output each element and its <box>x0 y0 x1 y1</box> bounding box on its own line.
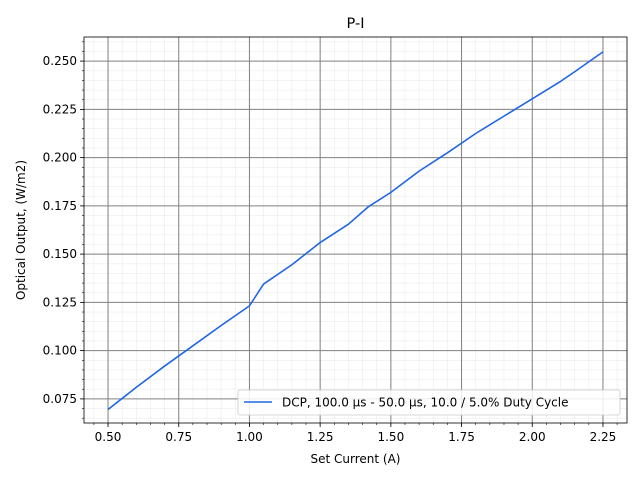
y-tick-label: 0.200 <box>43 151 77 165</box>
legend-label: DCP, 100.0 µs - 50.0 µs, 10.0 / 5.0% Dut… <box>282 396 569 410</box>
y-tick-label: 0.225 <box>43 102 77 116</box>
series-line <box>107 51 604 411</box>
x-tick-label: 0.75 <box>165 430 192 444</box>
x-tick-label: 1.50 <box>377 430 404 444</box>
series-layer <box>107 51 604 411</box>
ticks-layer: 0.50 0.75 1.00 1.25 1.50 1.75 2.00 2.25 0.075 0.1… <box>43 41 618 444</box>
x-tick-label: 1.25 <box>307 430 334 444</box>
y-tick-label: 0.125 <box>43 295 77 309</box>
x-tick-label: 1.75 <box>448 430 475 444</box>
minor-grid <box>84 37 627 423</box>
x-tick-label: 1.00 <box>236 430 263 444</box>
x-tick-label: 2.00 <box>519 430 546 444</box>
legend: DCP, 100.0 µs - 50.0 µs, 10.0 / 5.0% Dut… <box>237 389 621 416</box>
x-axis-label: Set Current (A) <box>311 452 401 466</box>
x-tick-label: 2.25 <box>590 430 617 444</box>
y-tick-label: 0.150 <box>43 247 77 261</box>
chart-title: P-I <box>347 16 365 32</box>
x-tick-label: 0.50 <box>95 430 122 444</box>
y-tick-label: 0.075 <box>43 392 77 406</box>
y-tick-label: 0.250 <box>43 54 77 68</box>
y-tick-label: 0.100 <box>43 344 77 358</box>
y-tick-label: 0.175 <box>43 199 77 213</box>
plot-frame <box>83 36 628 424</box>
major-grid <box>84 37 627 423</box>
y-axis-label: Optical Output, (W/m2) <box>14 160 28 300</box>
legend-box <box>237 389 621 416</box>
